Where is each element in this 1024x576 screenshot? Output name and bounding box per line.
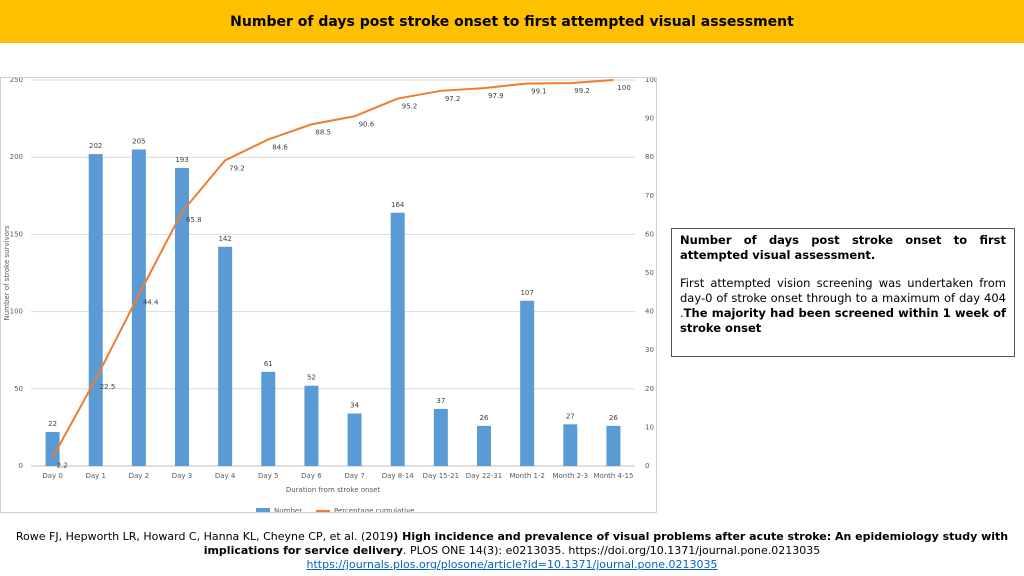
line-value-label: 95.2 (402, 103, 418, 111)
line-value-label: 79.2 (229, 164, 245, 172)
bar (131, 149, 146, 466)
note-box: Number of days post stroke onset to firs… (671, 228, 1015, 357)
line-value-label: 97.9 (488, 92, 504, 100)
legend-label: Number (274, 507, 302, 512)
note-text: First attempted vision screening was und… (680, 276, 1006, 320)
bar (563, 424, 578, 466)
y2-tick-label: 40 (645, 308, 654, 316)
x-tick-label: Day 3 (172, 472, 193, 480)
bar-value-label: 202 (89, 142, 102, 150)
citation-source: . PLOS ONE 14(3): e0213035. https://doi.… (402, 544, 821, 557)
y-axis-label: Number of stroke survivors (3, 225, 11, 320)
bar-value-label: 107 (520, 289, 533, 297)
bar (477, 425, 491, 466)
citation-link[interactable]: https://journals.plos.org/plosone/articl… (306, 558, 718, 571)
x-tick-label: Day 15-21 (423, 472, 459, 480)
y2-tick-label: 100 (645, 78, 656, 84)
bar (45, 432, 60, 466)
citation-title: ) High incidence and prevalence of visua… (203, 530, 1009, 557)
x-tick-label: Day 7 (344, 472, 365, 480)
bar-value-label: 61 (264, 360, 273, 368)
x-tick-label: Day 4 (215, 472, 236, 480)
bar-value-label: 34 (350, 402, 359, 410)
y2-tick-label: 10 (645, 423, 654, 431)
bar (88, 154, 103, 466)
x-tick-label: Day 8-14 (382, 472, 414, 480)
y-tick-label: 100 (10, 308, 23, 316)
legend-swatch (256, 508, 270, 512)
y-tick-label: 250 (10, 78, 23, 84)
bar-value-label: 22 (48, 420, 57, 428)
bar-value-label: 26 (480, 414, 489, 422)
bar-value-label: 26 (609, 414, 618, 422)
bar (520, 300, 535, 466)
bar-value-label: 37 (436, 397, 445, 405)
y2-tick-label: 50 (645, 269, 654, 277)
bar (304, 385, 319, 466)
x-tick-label: Day 0 (42, 472, 63, 480)
citation: Rowe FJ, Hepworth LR, Howard C, Hanna KL… (10, 530, 1014, 572)
x-tick-label: Day 22-31 (466, 472, 502, 480)
bar (606, 425, 621, 466)
line-value-label: 100 (617, 84, 630, 92)
y-tick-label: 0 (19, 462, 23, 470)
bar (261, 371, 276, 466)
bar-value-label: 205 (132, 137, 145, 145)
y2-tick-label: 20 (645, 385, 654, 393)
line-value-label: 99.1 (531, 87, 547, 95)
y2-tick-label: 60 (645, 230, 654, 238)
y2-tick-label: 70 (645, 192, 654, 200)
x-tick-label: Day 1 (85, 472, 106, 480)
legend-label: Percentage cumulative (334, 507, 415, 512)
line-value-label: 84.6 (272, 143, 288, 151)
x-tick-label: Day 2 (129, 472, 150, 480)
x-axis-label: Duration from stroke onset (286, 486, 381, 494)
line-value-label: 22.5 (100, 383, 116, 391)
y-tick-label: 150 (10, 230, 23, 238)
bar (347, 413, 362, 466)
bar-value-label: 193 (175, 156, 188, 164)
bar (175, 168, 189, 466)
note-bold-text: The majority had been screened within 1 … (680, 306, 1006, 335)
citation-authors: Rowe FJ, Hepworth LR, Howard C, Hanna KL… (15, 530, 394, 543)
x-tick-label: Month 4-15 (593, 472, 633, 480)
bar-value-label: 52 (307, 374, 316, 382)
bar (433, 408, 448, 466)
x-tick-label: Day 5 (258, 472, 279, 480)
cumulative-line (51, 79, 614, 458)
x-tick-label: Month 2-3 (552, 472, 588, 480)
line-value-label: 97.2 (445, 95, 461, 103)
header-title: Number of days post stroke onset to firs… (0, 0, 1024, 43)
y2-tick-label: 30 (645, 346, 654, 354)
bar-value-label: 142 (218, 235, 231, 243)
x-tick-label: Month 1-2 (509, 472, 545, 480)
line-value-label: 44.4 (143, 299, 159, 307)
y-tick-label: 200 (10, 153, 23, 161)
chart-frame: 0501001502002500102030405060708090100Num… (0, 77, 657, 513)
bar-value-label: 27 (566, 412, 575, 420)
y2-tick-label: 0 (645, 462, 649, 470)
bar (390, 212, 405, 466)
line-value-label: 65.8 (186, 216, 202, 224)
line-value-label: 90.6 (359, 120, 375, 128)
line-value-label: 2.2 (57, 462, 68, 470)
line-value-label: 88.5 (315, 128, 331, 136)
line-value-label: 99.2 (574, 87, 590, 95)
y2-tick-label: 80 (645, 153, 654, 161)
y2-tick-label: 90 (645, 115, 654, 123)
y-tick-label: 50 (14, 385, 23, 393)
bar (218, 246, 233, 466)
chart: 0501001502002500102030405060708090100Num… (3, 78, 656, 512)
bar-value-label: 164 (391, 201, 405, 209)
x-tick-label: Day 6 (301, 472, 322, 480)
note-title: Number of days post stroke onset to firs… (680, 233, 1006, 262)
